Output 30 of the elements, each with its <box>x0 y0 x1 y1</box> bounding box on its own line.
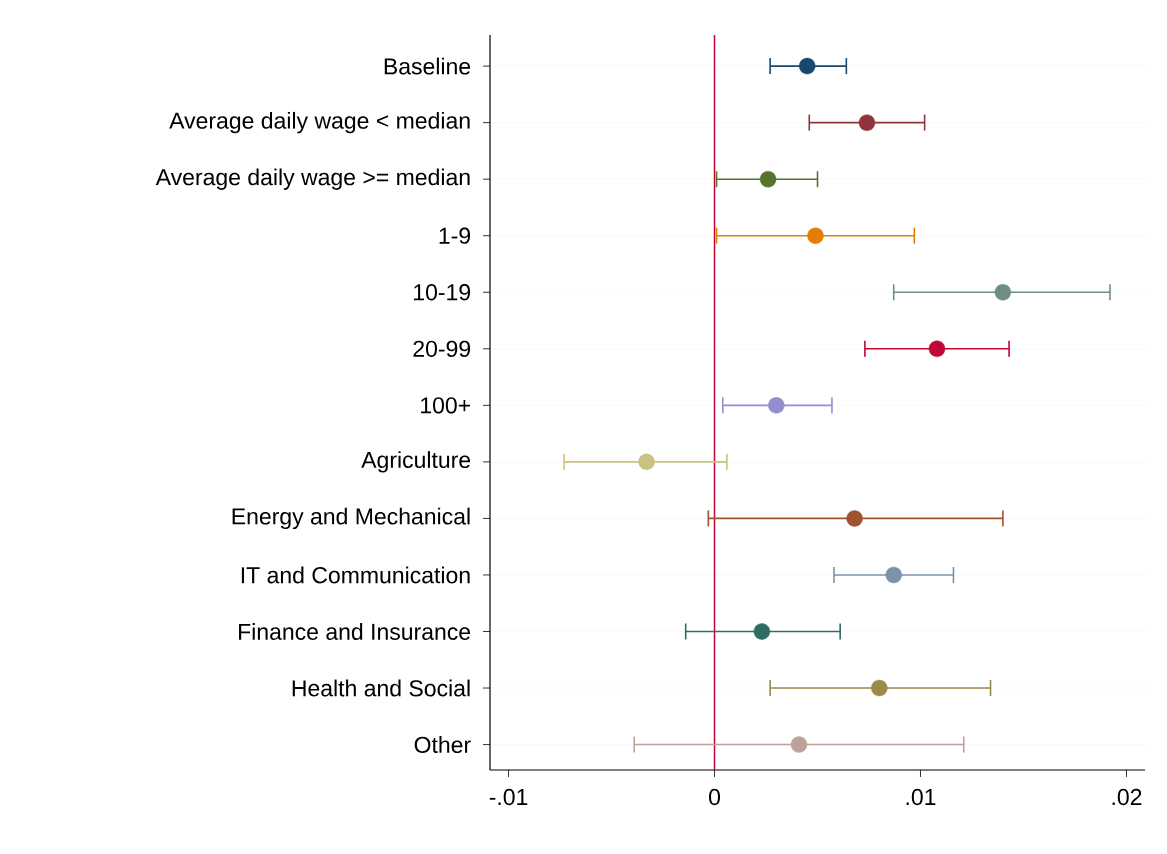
y-tick-label: Other <box>414 736 471 754</box>
y-tick-label: 10-19 <box>414 284 471 301</box>
y-tick-label: 100+ <box>421 397 470 414</box>
y-tick-label: 1-9 <box>439 227 471 244</box>
point <box>807 227 824 244</box>
y-tick-label: Baseline <box>384 57 471 75</box>
y-tick-label: Health and Social <box>292 679 470 697</box>
y-tick-label: Agriculture <box>361 451 471 473</box>
point <box>768 397 785 414</box>
point <box>846 510 863 527</box>
y-tick-label: Average daily wage < median <box>169 111 470 134</box>
point <box>759 170 777 188</box>
x-tick-label: .01 <box>906 788 936 806</box>
point <box>858 114 876 131</box>
point <box>928 340 946 357</box>
x-tick-label: .02 <box>1112 788 1142 806</box>
point <box>994 284 1012 301</box>
y-tick-label: Average daily wage >= median <box>155 168 470 190</box>
point <box>871 679 888 697</box>
point <box>790 736 808 753</box>
y-tick-label: 20-99 <box>413 340 471 357</box>
y-tick-label: Finance and Insurance <box>239 623 471 640</box>
point <box>638 453 655 471</box>
y-tick-label: Energy and Mechanical <box>232 507 470 530</box>
point <box>753 623 771 640</box>
x-tick-label: 0 <box>709 788 721 806</box>
x-tick-label: -.01 <box>489 788 528 806</box>
point <box>885 566 902 584</box>
point <box>799 57 816 75</box>
y-tick-label: IT and Communication <box>241 566 470 584</box>
